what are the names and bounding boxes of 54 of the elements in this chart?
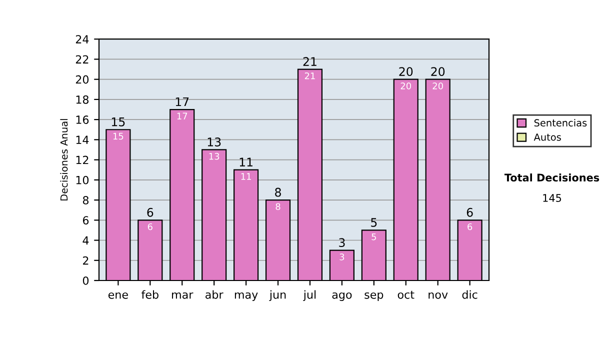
data-label: 5 [372,234,376,240]
x-tick-label: nov [428,292,448,299]
y-tick-label: 14 [76,136,89,144]
y-tick-label: 4 [82,236,89,244]
data-label: 17 [177,112,188,120]
x-tick-label: ago [332,292,352,301]
total-label: 20 [431,67,445,76]
y-tick-label: 0 [82,276,89,285]
y-tick-label: 20 [76,75,89,84]
legend-label: Sentencias [534,118,587,127]
x-tick-label: ene [108,292,128,299]
total-label: 13 [208,138,221,146]
data-label: 6 [468,223,472,230]
x-tick-label: jun [269,290,286,301]
y-tick-label: 2 [83,256,88,265]
x-tick-label: sep [364,292,384,301]
total-label: 3 [339,238,345,248]
y-tick-label: 6 [82,216,89,225]
y-tick-label: 22 [76,55,88,64]
x-tick-label: feb [142,290,158,299]
data-label: 21 [304,72,315,80]
legend-label: Autos [534,134,561,141]
total-label: 20 [399,67,413,76]
y-tick-label: 12 [76,156,88,164]
total-label: 6 [147,208,154,217]
data-label: 11 [241,173,251,180]
total-label: 5 [371,218,377,227]
total-label: 8 [275,188,281,197]
y-tick-label: 8 [82,196,89,204]
y-tick-label: 24 [76,35,89,44]
total-label: 11 [240,158,252,166]
x-tick-label: mar [172,292,194,299]
data-label: 20 [400,82,412,90]
y-tick-label: 18 [76,95,89,104]
data-label: 20 [432,82,443,90]
data-label: 15 [113,132,124,140]
data-label: 8 [276,203,280,210]
y-tick-label: 10 [76,176,89,184]
data-label: 13 [209,152,220,160]
y-tick-label: 16 [76,116,89,124]
x-tick-label: abr [206,290,224,299]
x-tick-label: oct [398,290,414,299]
total-label: 21 [303,57,316,66]
x-tick-label: jul [303,290,316,301]
text: Total Decisiones [504,173,600,182]
text: 145 [543,194,562,202]
total-label: 17 [176,97,189,106]
y-axis-title: Decisiones Anual [60,119,68,200]
data-label: 6 [148,223,152,230]
x-tick-label: may [234,292,258,301]
x-tick-label: dic [462,290,478,299]
total-label: 6 [466,208,473,217]
total-label: 15 [112,118,125,126]
data-label: 3 [340,254,344,260]
